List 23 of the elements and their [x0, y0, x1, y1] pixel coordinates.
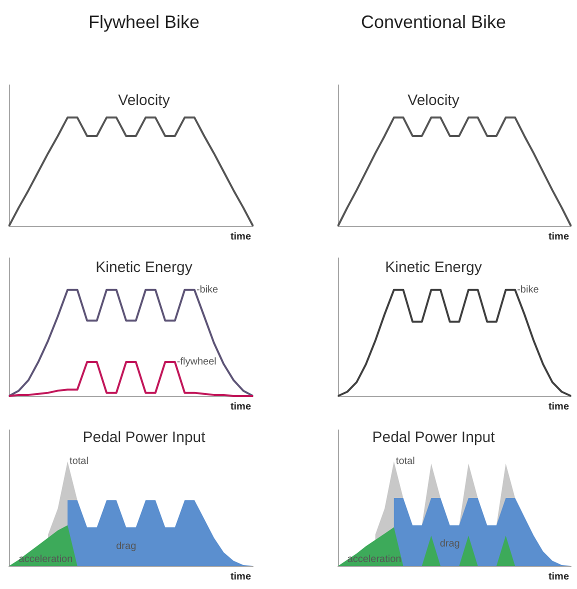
chart-subtitle: Velocity — [408, 92, 460, 109]
chart-title: Flywheel Bike — [88, 12, 200, 32]
series-label: drag — [116, 540, 136, 552]
series-label: -bike — [517, 284, 540, 296]
series-label: total — [70, 456, 88, 467]
series-label: acceleration — [347, 554, 402, 566]
x-axis-title: time — [230, 402, 252, 412]
chart-title: Kinetic Energy — [96, 259, 193, 276]
chart-subtitle: Velocity — [118, 92, 170, 109]
chart-title: Pedal Power Input — [372, 429, 496, 446]
series-label: -bike — [196, 284, 219, 296]
series-label: total — [396, 456, 415, 467]
x-axis-title: time — [230, 572, 252, 582]
chart-title: Kinetic Energy — [385, 259, 482, 276]
series-label: -flywheel — [176, 356, 216, 368]
x-axis-title: time — [230, 232, 252, 242]
chart-title: Pedal Power Input — [82, 429, 206, 446]
x-axis-title: time — [548, 402, 570, 412]
series-label: drag — [440, 538, 460, 550]
chart-title: Conventional Bike — [360, 12, 506, 32]
series-label: acceleration — [18, 554, 73, 566]
x-axis-title: time — [548, 572, 570, 582]
x-axis-title: time — [548, 232, 570, 242]
